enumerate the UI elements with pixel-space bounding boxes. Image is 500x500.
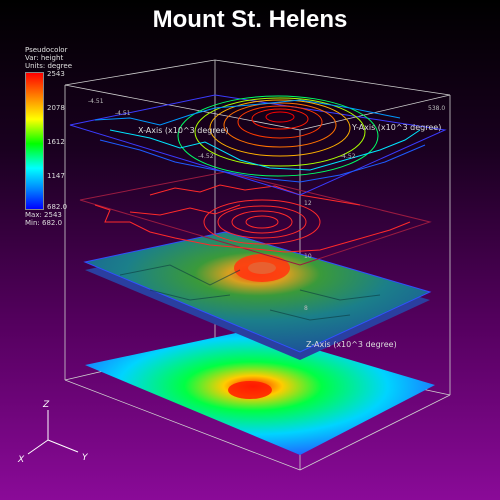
triad-x-label: X <box>17 455 25 465</box>
y-tick-label: 538.0 <box>428 105 445 112</box>
x-tick-label: -4.51 <box>115 110 131 117</box>
y-tick-label: -4.52 <box>340 153 356 160</box>
legend-units: Units: degree <box>25 62 73 70</box>
legend-min: Min: 682.0 <box>25 219 63 227</box>
legend-tick: 682.0 <box>47 203 68 211</box>
contour-plane-top <box>69 94 447 196</box>
x-axis-label: X-Axis (x10^3 degree) <box>138 126 228 135</box>
x-tick-label: -4.51 <box>88 98 104 105</box>
x-tick-label: -4.52 <box>198 153 214 160</box>
triad-y-label: Y <box>82 453 89 463</box>
triad-z-label: Z <box>42 400 50 410</box>
legend-plot-type: Pseudocolor <box>25 46 68 54</box>
bounding-box <box>64 59 451 471</box>
terrain-surface <box>83 231 432 360</box>
legend-variable: Var: height <box>25 54 64 62</box>
legend-tick: 2078 <box>47 104 65 112</box>
contour-plane-red <box>79 171 432 266</box>
legend-max: Max: 2543 <box>25 211 62 219</box>
legend-tick: 1147 <box>47 172 65 180</box>
plot-title: Mount St. Helens <box>152 6 348 33</box>
y-axis-label: Y-Axis (x10^3 degree) <box>351 123 441 132</box>
z-tick-label: 10 <box>304 253 312 260</box>
legend-colorbar <box>25 72 44 210</box>
z-axis-label: Z-Axis (x10^3 degree) <box>306 340 397 349</box>
z-tick-label: 8 <box>304 305 308 312</box>
summit-hotspot <box>228 381 272 399</box>
legend-tick: 2543 <box>47 70 65 78</box>
z-tick-label: 12 <box>304 200 312 207</box>
color-legend: Pseudocolor Var: height Units: degree 25… <box>25 46 105 227</box>
legend-tick: 1612 <box>47 138 65 146</box>
axis-triad <box>27 410 79 455</box>
